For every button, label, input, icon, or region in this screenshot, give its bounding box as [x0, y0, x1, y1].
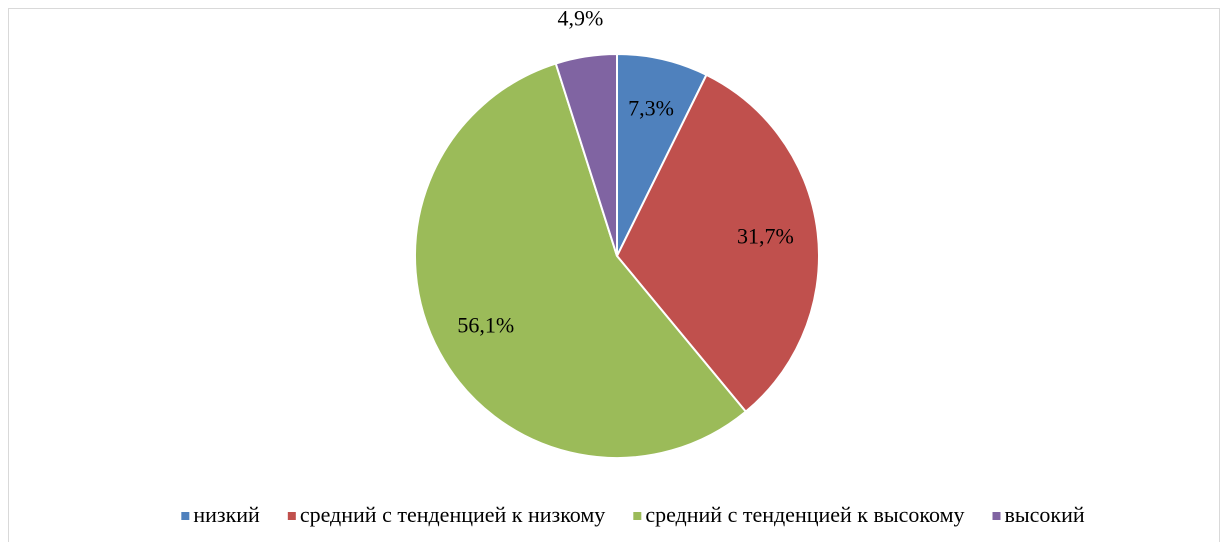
legend-marker	[287, 512, 296, 520]
pie-slice	[554, 52, 618, 257]
legend: низкий средний с тенденцией к низкому сред…	[181, 502, 1085, 527]
data-label: 7,3%	[628, 95, 674, 120]
data-label: 56,1%	[457, 313, 514, 338]
data-label: 4,9%	[558, 6, 604, 31]
legend-label: средний с тенденцией к высокому	[645, 502, 964, 527]
legend-marker	[992, 512, 1001, 520]
pie-slice	[615, 73, 820, 414]
legend-label: высокий	[1005, 502, 1085, 527]
pie: 7,3% 31,7% 56,1% 4,9%	[414, 6, 820, 459]
legend-marker	[633, 512, 642, 520]
legend-marker	[181, 512, 190, 520]
legend-label: низкий	[193, 502, 260, 527]
pie-slice	[414, 62, 748, 459]
legend-label: средний с тенденцией к низкому	[300, 502, 606, 527]
chart-border	[8, 8, 1220, 542]
data-label: 31,7%	[737, 224, 794, 249]
